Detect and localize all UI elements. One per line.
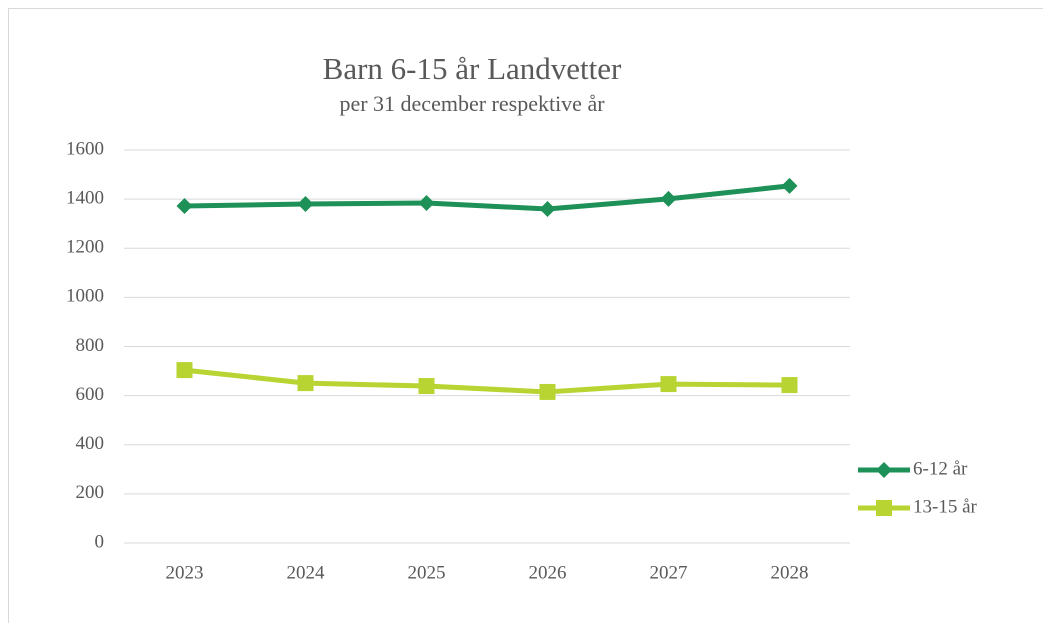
marker bbox=[297, 375, 314, 392]
legend-label: 13-15 år bbox=[913, 496, 978, 517]
chart-subtitle: per 31 december respektive år bbox=[339, 91, 605, 116]
y-tick-label: 0 bbox=[95, 531, 105, 552]
marker bbox=[176, 362, 193, 379]
legend-label: 6-12 år bbox=[913, 458, 968, 479]
marker bbox=[176, 198, 193, 215]
x-tick-label: 2026 bbox=[529, 562, 567, 583]
y-tick-label: 1000 bbox=[66, 286, 104, 307]
line bbox=[184, 367, 790, 395]
y-tick-label: 1600 bbox=[66, 138, 104, 159]
chart-title: Barn 6-15 år Landvetter bbox=[323, 51, 622, 86]
x-tick-label: 2024 bbox=[287, 562, 326, 583]
marker bbox=[297, 196, 314, 213]
x-tick-label: 2025 bbox=[408, 562, 446, 583]
marker bbox=[539, 383, 556, 400]
x-tick-label: 2027 bbox=[650, 562, 688, 583]
x-tick-label: 2028 bbox=[771, 562, 809, 583]
marker bbox=[781, 177, 798, 194]
y-tick-label: 400 bbox=[76, 433, 105, 454]
line bbox=[184, 183, 790, 212]
marker bbox=[660, 376, 677, 393]
y-tick-label: 1200 bbox=[66, 237, 104, 258]
chart-frame bbox=[8, 8, 1043, 623]
marker bbox=[418, 195, 435, 212]
y-tick-label: 200 bbox=[76, 482, 105, 503]
marker bbox=[418, 378, 435, 395]
legend-marker bbox=[876, 500, 892, 516]
marker bbox=[660, 190, 677, 207]
y-tick-label: 1400 bbox=[66, 187, 104, 208]
marker bbox=[781, 377, 798, 394]
x-tick-label: 2023 bbox=[166, 562, 204, 583]
marker bbox=[539, 200, 556, 217]
y-tick-label: 600 bbox=[76, 384, 105, 405]
legend-marker bbox=[876, 462, 892, 478]
y-tick-label: 800 bbox=[76, 335, 105, 356]
